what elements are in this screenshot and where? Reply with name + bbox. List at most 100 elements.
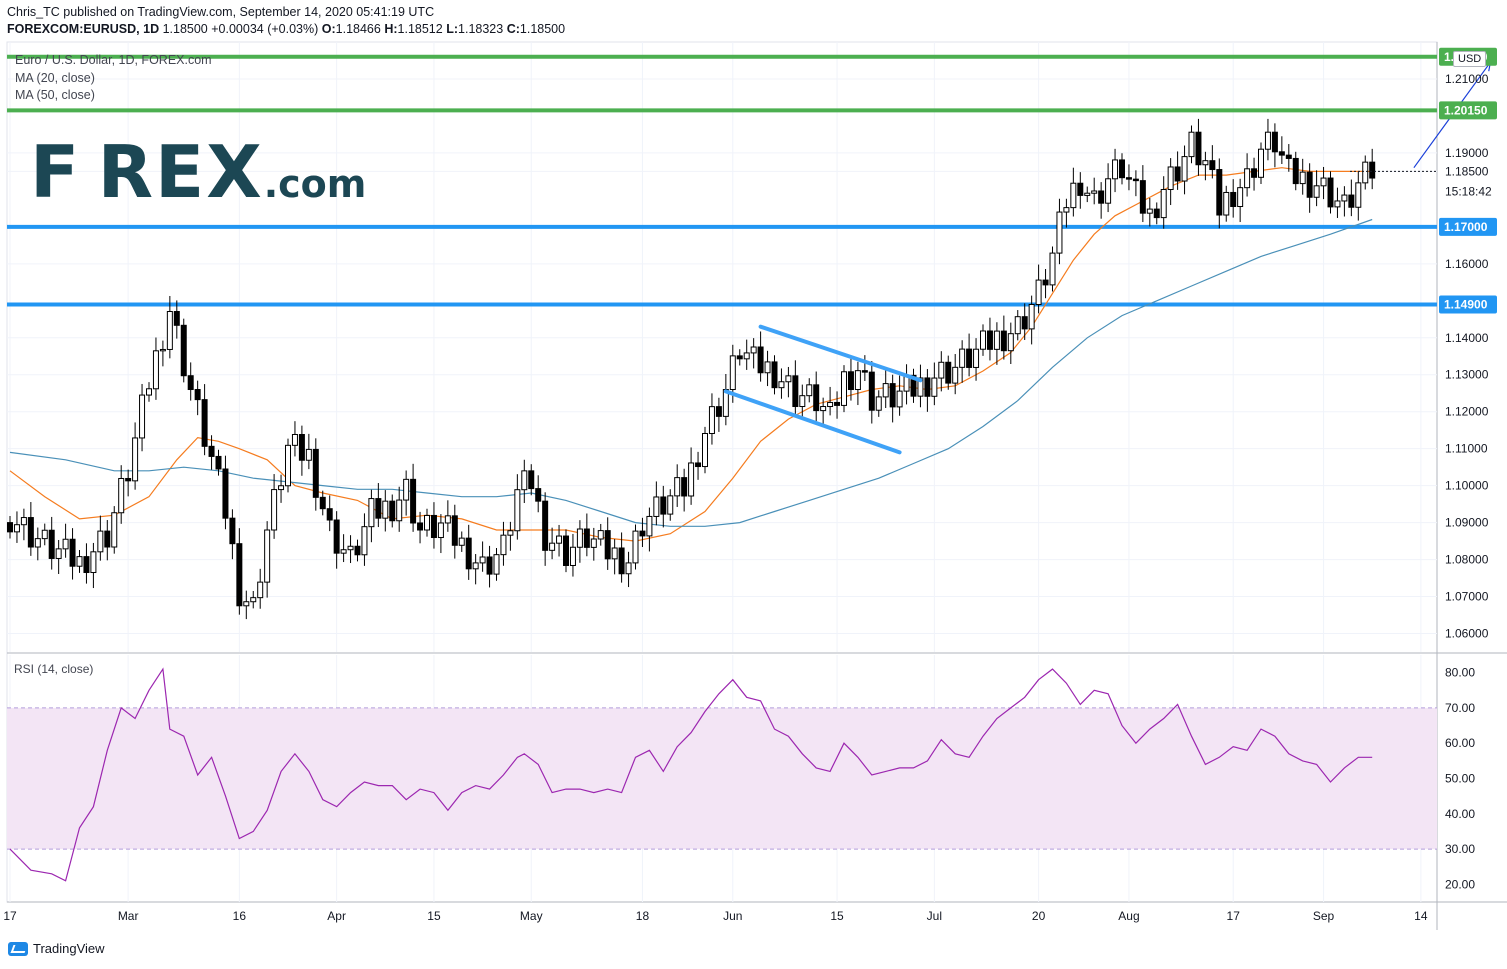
candle-body [708,406,715,435]
time-tick-label: Jul [927,909,942,923]
candle-body [841,371,847,406]
price-tick-label: 1.11000 [1445,442,1488,456]
candle-body [354,545,361,556]
legend-ma20[interactable]: MA (20, close) [15,70,95,85]
candle-body [444,515,451,524]
candle-body [118,477,125,514]
price-tick-label: 1.14000 [1445,331,1489,345]
candle-body [597,530,604,540]
close-value: 1.18500 [519,22,566,36]
flag-channel-line [723,389,902,455]
candle-body [90,551,97,574]
rsi-tick-label: 40.00 [1445,807,1475,821]
candle-body [312,448,319,498]
candle-body [1174,166,1181,182]
price-label-box [1439,295,1497,314]
close-label: C: [506,22,520,36]
candle-body [1098,190,1105,204]
tradingview-label: TradingView [33,941,105,956]
candle-body [7,522,13,533]
candle-body [549,542,556,551]
candle-body [736,355,743,360]
candle-body [1348,194,1355,208]
rsi-tick-label: 70.00 [1445,701,1475,715]
rsi-tick-label: 30.00 [1445,842,1475,856]
candle-body [980,330,986,350]
candle-body [264,529,271,583]
candle-body [507,530,514,536]
candle-body [528,470,535,490]
candle-body [1084,192,1091,196]
candle-body [917,377,924,397]
candle-body [938,361,945,379]
candle-body [34,538,41,548]
legend-ma50[interactable]: MA (50, close) [15,88,95,102]
price-tick-label: 1.21000 [1445,72,1489,86]
currency-badge[interactable]: USD [1453,51,1487,67]
candle-body [1063,207,1070,213]
horizontal-levels[interactable] [7,54,1437,307]
candle-body [827,401,834,408]
candle-body [778,381,785,389]
candle-body [889,383,896,408]
candle-body [611,547,618,560]
candle-body [1139,180,1146,214]
candle-body [13,524,20,533]
candle-body [430,514,437,539]
candle-body [1028,303,1035,330]
candle-body [576,528,583,548]
rsi-band-fill [7,707,1437,850]
candle-body [910,374,917,397]
candle-body [952,366,959,384]
candle-body [1244,168,1251,189]
forex-logo: F REX.com [30,130,366,214]
candle-body [1299,171,1306,185]
time-tick-label: 16 [233,909,247,923]
time-tick-label: 14 [1414,909,1428,923]
candle-body [48,529,55,559]
low-value: 1.18323 [458,22,504,36]
candle-body [1216,169,1223,216]
tradingview-brand[interactable]: TradingView [8,941,105,956]
candle-body [750,346,757,354]
candle-body [132,437,139,482]
time-axis[interactable]: 17 Mar 16 Apr 15 May 18 Jun 15 Jul 20 Aug 17 Sep 14 [3,909,1428,923]
candle-body [514,489,521,532]
candle-body [257,581,264,599]
candle-body [1202,160,1209,166]
candle-body [111,512,118,548]
price-label-text: 1.20150 [1444,103,1488,117]
candle-body [924,377,931,397]
candle-body [535,488,542,502]
candle-body [583,528,590,548]
candle-body [1153,208,1160,219]
candle-body [1105,178,1112,204]
candle-body [1271,131,1278,153]
candle-body [396,499,403,522]
candle-body [208,445,215,457]
candle-body [1362,161,1369,184]
moving-averages [9,167,1373,542]
candle-body [1007,333,1014,352]
time-tick-label: Jun [723,909,742,923]
price-axis[interactable]: 1.21000 1.19000 1.16000 1.14000 1.13000 1.120… [1445,72,1489,891]
candle-body [959,348,966,368]
candle-body [1091,190,1098,194]
candle-body [243,601,250,607]
candle-body [653,496,660,517]
candle-body [215,455,222,470]
candle-body [1292,157,1299,185]
trend-drawings[interactable] [723,61,1492,455]
candle-body [729,355,736,391]
countdown-label: 15:18:42 [1445,184,1492,198]
candle-body [1000,330,1007,352]
price-label-box [1439,101,1497,120]
candle-body [667,495,674,515]
candle-body [125,477,132,482]
price-labels: 1.1850015:18:421.216001.201501.170001.14… [1350,47,1497,314]
candle-body [27,517,34,548]
candle-body [1341,194,1348,202]
candle-body [1327,177,1334,208]
candle-body [1035,279,1042,305]
